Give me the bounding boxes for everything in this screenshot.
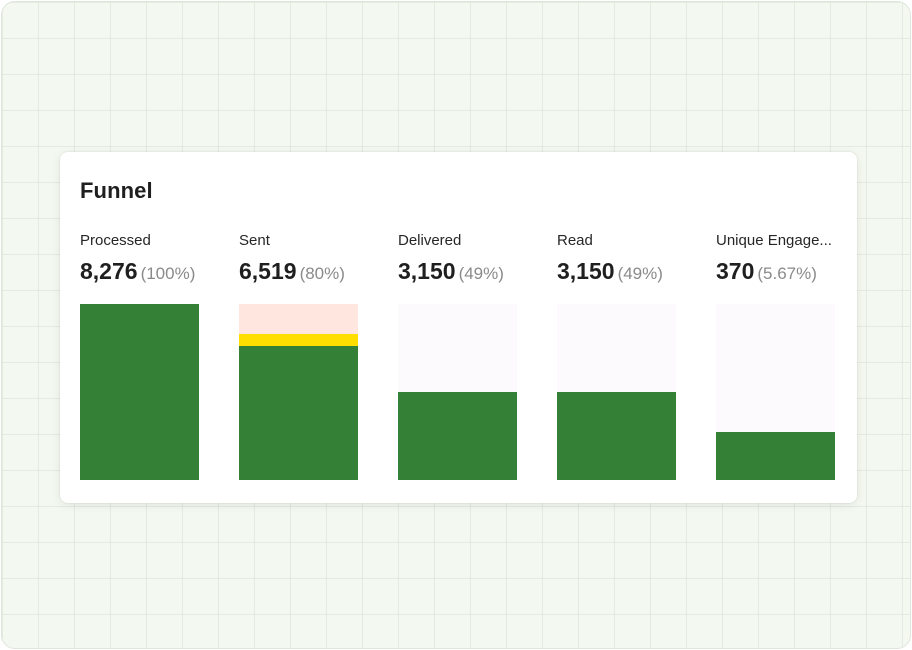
bar-track	[557, 304, 676, 480]
stage-percent: (100%)	[140, 264, 196, 283]
funnel-stage-sent: Sent 6,519 (80%)	[239, 152, 359, 503]
stage-count: 3,150	[557, 258, 615, 284]
stage-values: 3,150 (49%)	[557, 258, 663, 285]
bar-fill	[239, 346, 358, 480]
bar-segment-pending	[239, 334, 358, 346]
stage-values: 8,276 (100%)	[80, 258, 195, 285]
stage-label: Unique Engage...	[716, 232, 832, 249]
funnel-card: Funnel Processed 8,276 (100%) Sent 6,519 (80%…	[60, 152, 857, 503]
bar-track	[80, 304, 199, 480]
stage-label: Sent	[239, 232, 270, 249]
stage-count: 8,276	[80, 258, 138, 284]
funnel-stage-delivered: Delivered 3,150 (49%)	[398, 152, 518, 503]
card-title: Funnel	[80, 178, 153, 203]
funnel-stage-processed: Processed 8,276 (100%)	[80, 152, 200, 503]
stage-count: 6,519	[239, 258, 297, 284]
bar-fill	[557, 392, 676, 480]
stage-count: 370	[716, 258, 755, 284]
bar-track	[398, 304, 517, 480]
stage-percent: (49%)	[458, 264, 504, 283]
bar-fill	[716, 432, 835, 480]
stage-label: Processed	[80, 232, 151, 249]
bar-track	[239, 304, 358, 480]
stage-label: Delivered	[398, 232, 462, 249]
bar-track	[716, 304, 835, 480]
bar-fill	[398, 392, 517, 480]
stage-count: 3,150	[398, 258, 456, 284]
stage-percent: (5.67%)	[757, 264, 817, 283]
bar-fill	[80, 304, 199, 480]
stage-percent: (80%)	[299, 264, 345, 283]
funnel-stage-read: Read 3,150 (49%)	[557, 152, 677, 503]
stage-values: 370 (5.67%)	[716, 258, 817, 285]
stage-label: Read	[557, 232, 593, 249]
stage-values: 6,519 (80%)	[239, 258, 345, 285]
stage-percent: (49%)	[617, 264, 663, 283]
stage-values: 3,150 (49%)	[398, 258, 504, 285]
funnel-stage-unique-engage: Unique Engage... 370 (5.67%)	[716, 152, 836, 503]
bar-segment-failed	[239, 304, 358, 334]
